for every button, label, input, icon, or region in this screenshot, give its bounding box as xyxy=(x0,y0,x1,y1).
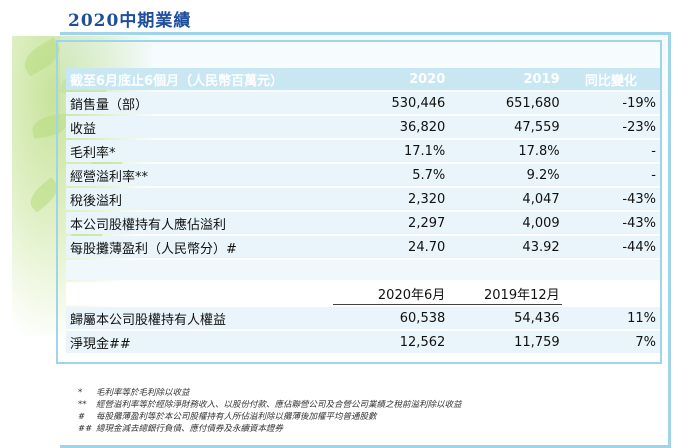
table-row: 淨現金## 12,562 11,759 7% xyxy=(66,331,660,353)
footnote: ** 經營溢利率等於經除淨財務收入、以股份付款、應佔聯營公司及合營公司業績之稅前溢… xyxy=(78,400,462,410)
value-change: -23% xyxy=(561,116,660,138)
header-2019: 2019 xyxy=(447,68,562,90)
date-header-row: 2020年6月 2019年12月 xyxy=(66,282,660,305)
value-change: - xyxy=(561,140,660,162)
value-change: -43% xyxy=(561,212,660,234)
value-change: -44% xyxy=(561,236,660,258)
footnotes: * 毛利率等於毛利除以收益 ** 經營溢利率等於經除淨財務收入、以股份付款、應佔聯營… xyxy=(78,387,462,435)
header-2020: 2020 xyxy=(332,68,448,90)
date-header-2020: 2020年6月 xyxy=(332,282,448,305)
value-2019: 651,680 xyxy=(447,92,562,114)
value-2019: 11,759 xyxy=(447,331,562,353)
value-2019: 47,559 xyxy=(447,116,562,138)
value-2020: 36,820 xyxy=(332,116,448,138)
row-label: 每股攤薄盈利（人民幣分）# xyxy=(66,236,333,258)
row-label: 收益 xyxy=(66,116,333,138)
row-label: 歸屬本公司股權持有人權益 xyxy=(66,307,333,329)
table-row: 經營溢利率** 5.7% 9.2% - xyxy=(66,164,660,186)
table-row: 本公司股權持有人應佔溢利 2,297 4,009 -43% xyxy=(66,212,660,234)
row-label: 稅後溢利 xyxy=(66,188,333,210)
row-label: 經營溢利率** xyxy=(66,164,333,186)
value-change: -19% xyxy=(561,92,660,114)
footnote: * 毛利率等於毛利除以收益 xyxy=(78,388,190,398)
header-change: 同比變化 xyxy=(561,68,660,90)
table-row: 毛利率* 17.1% 17.8% - xyxy=(66,140,660,162)
value-change: 7% xyxy=(561,331,660,353)
financial-results-table: 截至6月底止6個月（人民幣百萬元） 2020 2019 同比變化 銷售量（部） … xyxy=(66,66,660,355)
value-2020: 5.7% xyxy=(332,164,448,186)
footnote: # 每股攤薄盈利等於本公司股權持有人所佔溢利除以攤薄後加權平均普通股數 xyxy=(78,412,377,422)
value-2020: 17.1% xyxy=(332,140,448,162)
value-change: 11% xyxy=(561,307,660,329)
spacer-row xyxy=(66,260,660,280)
table-row: 每股攤薄盈利（人民幣分）# 24.70 43.92 -44% xyxy=(66,236,660,258)
header-period: 截至6月底止6個月（人民幣百萬元） xyxy=(66,68,333,90)
table-row: 收益 36,820 47,559 -23% xyxy=(66,116,660,138)
page-title: 2020中期業績 xyxy=(68,11,192,31)
value-2019: 9.2% xyxy=(447,164,562,186)
value-2019: 4,047 xyxy=(447,188,562,210)
table-row: 銷售量（部） 530,446 651,680 -19% xyxy=(66,92,660,114)
table-row: 歸屬本公司股權持有人權益 60,538 54,436 11% xyxy=(66,307,660,329)
value-2019: 54,436 xyxy=(447,307,562,329)
decorative-frame-line xyxy=(56,362,660,364)
table-row: 稅後溢利 2,320 4,047 -43% xyxy=(66,188,660,210)
value-2020: 2,320 xyxy=(332,188,448,210)
value-2019: 17.8% xyxy=(447,140,562,162)
footnote: ## 總現金減去總銀行負債、應付債券及永續資本證券 xyxy=(78,424,284,434)
value-2020: 60,538 xyxy=(332,307,448,329)
value-2020: 530,446 xyxy=(332,92,448,114)
value-2020: 12,562 xyxy=(332,331,448,353)
table-header-row: 截至6月底止6個月（人民幣百萬元） 2020 2019 同比變化 xyxy=(66,68,660,90)
row-label: 銷售量（部） xyxy=(66,92,333,114)
decorative-frame-inner xyxy=(56,40,662,364)
value-change: -43% xyxy=(561,188,660,210)
row-label: 毛利率* xyxy=(66,140,333,162)
value-2020: 2,297 xyxy=(332,212,448,234)
value-2019: 4,009 xyxy=(447,212,562,234)
row-label: 本公司股權持有人應佔溢利 xyxy=(66,212,333,234)
value-change: - xyxy=(561,164,660,186)
row-label: 淨現金## xyxy=(66,331,333,353)
value-2020: 24.70 xyxy=(332,236,448,258)
value-2019: 43.92 xyxy=(447,236,562,258)
date-header-2019: 2019年12月 xyxy=(447,282,562,305)
